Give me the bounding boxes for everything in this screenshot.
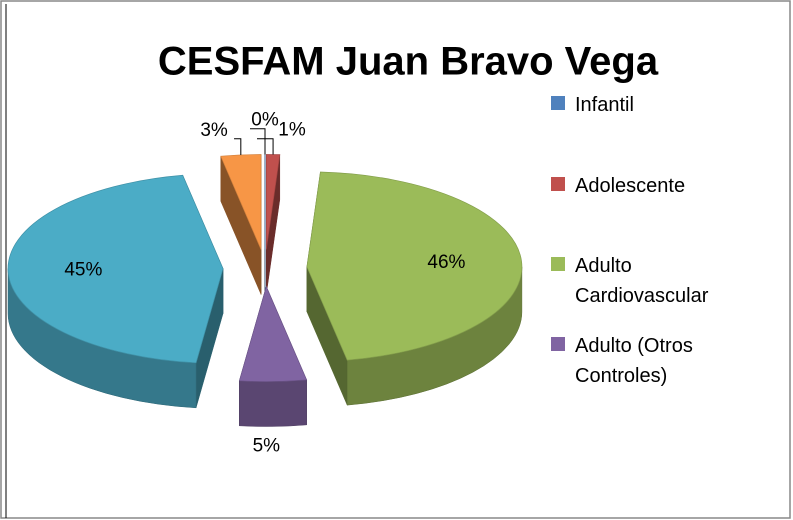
slice-wall bbox=[239, 379, 307, 427]
data-label: 5% bbox=[253, 436, 281, 457]
legend-swatch bbox=[551, 337, 565, 351]
legend-label: Adulto (Otros Controles) bbox=[575, 335, 693, 387]
data-label: 0% bbox=[251, 110, 279, 131]
data-label: 1% bbox=[278, 120, 306, 141]
leader-line bbox=[256, 138, 274, 155]
slice bbox=[7, 174, 224, 364]
legend-label: Infantil bbox=[575, 94, 634, 116]
pie bbox=[7, 154, 523, 427]
slice bbox=[238, 285, 308, 382]
slice bbox=[306, 171, 523, 361]
legend-label: Adolescente bbox=[575, 175, 686, 197]
legend-swatch bbox=[551, 257, 565, 271]
data-label: 3% bbox=[200, 120, 228, 141]
chart-title: CESFAM Juan Bravo Vega bbox=[158, 40, 659, 84]
data-label: 46% bbox=[427, 252, 465, 273]
legend-label: Adulto Cardiovascular bbox=[575, 255, 709, 307]
legend-swatch bbox=[551, 96, 565, 110]
legend-swatch bbox=[551, 177, 565, 191]
leader-line bbox=[250, 128, 266, 155]
data-label: 45% bbox=[64, 260, 102, 281]
leader-line bbox=[234, 138, 242, 155]
